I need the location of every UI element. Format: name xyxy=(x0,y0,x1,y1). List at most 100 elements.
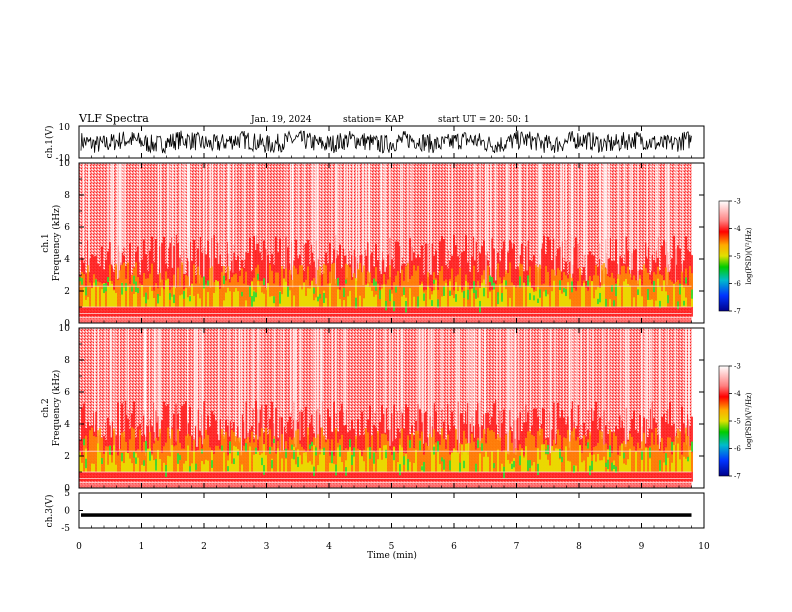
spectrogram-stripe xyxy=(570,163,573,288)
spectrogram-yellow-column xyxy=(433,290,435,307)
spectrogram-orange-column xyxy=(345,263,347,307)
spectrogram-orange-column xyxy=(133,268,135,307)
spectrogram-orange-column xyxy=(411,275,413,307)
time-tick-label: 4 xyxy=(326,542,332,552)
spectrogram-green-column xyxy=(637,289,639,295)
spectrogram-green-column xyxy=(611,285,613,292)
spectrogram-stripe xyxy=(317,328,319,451)
spectrogram-green-column xyxy=(599,292,601,303)
spectrogram-yellow-column xyxy=(633,297,635,307)
spectrogram-red-column xyxy=(453,235,455,317)
spectrogram-orange-column xyxy=(667,272,669,307)
spectrogram-red-column xyxy=(591,408,593,482)
spectrogram-stripe xyxy=(171,163,174,268)
spectrogram-stripe xyxy=(554,328,556,444)
spectrogram-orange-column xyxy=(177,267,179,307)
spectrogram-stripe xyxy=(123,163,125,248)
spectrogram-orange-column xyxy=(477,280,479,307)
spectrogram-red-column xyxy=(517,417,519,482)
spectrogram-orange-column xyxy=(83,444,85,472)
spectrogram-stripe xyxy=(110,163,113,265)
spectrogram-stripe xyxy=(252,328,254,409)
spectrogram-yellow-column xyxy=(107,285,109,307)
spectrogram-yellow-column xyxy=(123,287,125,307)
spectrogram-green-column xyxy=(109,445,111,455)
spectrogram-green-column xyxy=(189,296,191,302)
spectrogram-orange-column xyxy=(183,448,185,472)
spectrogram-orange-column xyxy=(133,428,135,472)
spectrogram-stripe xyxy=(424,328,427,412)
spectrogram-orange-column xyxy=(281,434,283,472)
spectrogram-yellow-column xyxy=(501,463,503,472)
spectrogram-orange-column xyxy=(555,275,557,307)
spectrogram-stripe xyxy=(599,163,601,259)
spectrogram-green-column xyxy=(173,294,175,304)
spectrogram-green-column xyxy=(189,466,191,473)
spectrogram-red-column xyxy=(211,411,213,482)
spectrogram-orange-column xyxy=(145,446,147,472)
spectrogram-stripe xyxy=(294,328,297,448)
spectrogram-orange-column xyxy=(563,437,565,472)
spectrogram-green-column xyxy=(513,461,515,468)
spectrogram-yellow-column xyxy=(369,287,371,307)
spectrogram-orange-column xyxy=(409,446,411,472)
spectrogram-orange-column xyxy=(589,275,591,307)
spectrogram-green-column xyxy=(443,459,445,470)
spectrogram-yellow-column xyxy=(559,459,561,472)
spectrogram-yellow-column xyxy=(455,450,457,472)
spectrogram-stripe xyxy=(485,163,487,289)
spectrogram-stripe xyxy=(368,163,370,283)
spectrogram-green-column xyxy=(355,297,357,309)
spectrogram-stripe xyxy=(466,328,468,425)
spectrogram-stripe xyxy=(494,163,497,281)
spectrogram-orange-column xyxy=(323,263,325,307)
spectrogram-orange-column xyxy=(627,441,629,472)
spectrogram-yellow-column xyxy=(489,291,491,307)
colorbar-tick-label: -5 xyxy=(734,253,741,261)
spectrogram-green-column xyxy=(563,287,565,293)
spectrogram-orange-column xyxy=(199,274,201,307)
spectrogram-stripe xyxy=(530,328,532,410)
spectrogram-stripe xyxy=(540,328,543,424)
spectrogram-yellow-column xyxy=(401,296,403,307)
spectrogram-stripe xyxy=(659,328,661,442)
spectrogram-yellow-column xyxy=(151,455,153,472)
spectrogram-green-column xyxy=(373,452,375,464)
spectrogram-yellow-column xyxy=(171,444,173,472)
spectrogram-yellow-column xyxy=(111,462,113,472)
spectrogram-stripe xyxy=(154,328,156,441)
spectrogram-yellow-column xyxy=(575,465,577,472)
spectrogram-stripe xyxy=(666,163,668,286)
spectrogram-stripe xyxy=(684,328,687,434)
spectrogram-orange-column xyxy=(573,427,575,472)
spectrogram-green-column xyxy=(273,296,275,304)
spectrogram-orange-column xyxy=(129,439,131,472)
spectrogram-green-column xyxy=(407,458,409,471)
spectrogram-yellow-column xyxy=(233,291,235,307)
spectrogram-orange-column xyxy=(477,437,479,472)
spectrogram-yellow-column xyxy=(301,289,303,307)
spectrogram-green-column xyxy=(149,451,151,461)
spectrogram-stripe xyxy=(656,163,659,258)
spectrogram-yellow-column xyxy=(197,293,199,307)
spectrogram-orange-column xyxy=(549,452,551,472)
spectrogram-red-column xyxy=(365,249,367,317)
spectrogram-stripe xyxy=(232,163,235,245)
spectrogram-yellow-column xyxy=(623,463,625,472)
spectrogram-green-column xyxy=(227,466,229,472)
spectrogram-yellow-column xyxy=(601,460,603,472)
ch2-colorbar: -3 -4 -5 -6 -7 log(PSD)(V²/Hz) xyxy=(718,363,753,481)
spectrogram-yellow-column xyxy=(249,446,251,472)
spectrogram-yellow-column xyxy=(237,448,239,472)
spectrogram-stripe xyxy=(686,328,687,445)
spectrogram-stripe xyxy=(448,328,450,425)
spectrogram-orange-column xyxy=(511,282,513,307)
spectrogram-stripe xyxy=(651,163,653,271)
spectrogram-green-column xyxy=(317,296,319,302)
spectrogram-orange-column xyxy=(547,271,549,307)
spectrogram-green-column xyxy=(687,456,689,462)
spectrogram-orange-column xyxy=(579,267,581,307)
spectrogram-yellow-column xyxy=(333,463,335,472)
spectrogram-yellow-column xyxy=(523,457,525,472)
spectrogram-green-column xyxy=(503,466,505,479)
